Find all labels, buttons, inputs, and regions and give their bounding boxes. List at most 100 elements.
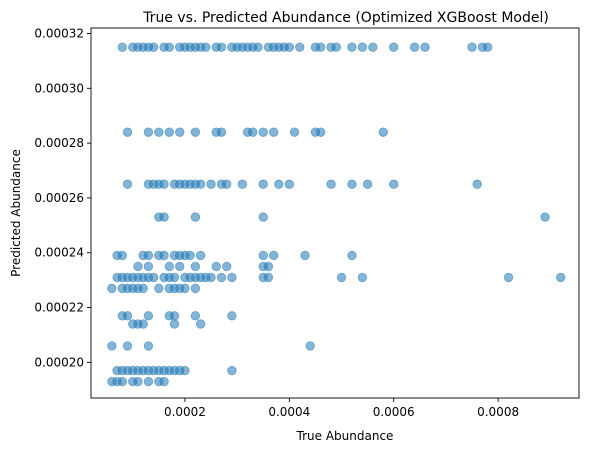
data-point [389, 42, 399, 52]
data-point [221, 179, 232, 189]
data-point [148, 272, 159, 283]
data-point [180, 365, 190, 376]
data-point [159, 212, 169, 222]
data-point [169, 311, 180, 321]
data-point [159, 179, 169, 189]
data-point [175, 261, 185, 272]
data-point [389, 179, 399, 189]
data-point [237, 179, 248, 189]
data-point [258, 250, 268, 261]
data-point [122, 341, 133, 351]
data-point [315, 42, 326, 52]
data-point [169, 272, 180, 283]
data-point [154, 127, 164, 137]
data-point [253, 42, 263, 52]
data-point [216, 42, 227, 52]
data-point [420, 42, 430, 52]
y-tick-label: 0.00022 [34, 301, 84, 315]
data-point [357, 272, 368, 283]
data-point [190, 283, 201, 294]
y-tick-label: 0.00030 [34, 81, 84, 95]
data-point [164, 261, 174, 272]
data-point [107, 341, 117, 351]
data-point [263, 272, 274, 283]
x-tick-label: 0.0006 [373, 405, 415, 419]
data-point [357, 42, 368, 52]
data-point [295, 42, 305, 52]
data-point [503, 272, 514, 283]
data-point [227, 272, 237, 283]
data-point [122, 311, 133, 321]
data-point [221, 261, 232, 272]
data-point [268, 127, 279, 137]
data-point [258, 212, 268, 222]
data-point [133, 261, 143, 272]
data-point [195, 250, 206, 261]
data-point [556, 272, 566, 283]
data-point [195, 319, 206, 329]
x-tick-label: 0.0008 [477, 405, 519, 419]
data-point [368, 42, 378, 52]
data-point [274, 179, 284, 189]
data-point [263, 261, 274, 272]
data-point [201, 42, 211, 52]
data-point [190, 261, 201, 272]
y-tick-label: 0.00020 [34, 355, 84, 369]
data-point [148, 42, 159, 52]
data-point [347, 179, 357, 189]
data-point [133, 376, 143, 387]
data-point [289, 127, 300, 137]
y-tick-label: 0.00026 [34, 191, 84, 205]
x-axis: 0.0002 0.0004 0.0006 0.0008 [164, 398, 519, 419]
data-point [185, 250, 195, 261]
chart-title: True vs. Predicted Abundance (Optimized … [142, 10, 549, 26]
y-tick-label: 0.00024 [34, 246, 84, 260]
y-tick-label: 0.00032 [34, 26, 84, 40]
data-point [216, 127, 227, 137]
data-point [227, 311, 237, 321]
data-point [216, 272, 227, 283]
data-point [190, 127, 201, 137]
data-point [326, 179, 336, 189]
plot-frame [90, 27, 580, 399]
data-point [258, 179, 268, 189]
data-point [206, 179, 216, 189]
points-layer [107, 42, 566, 387]
y-tick-label: 0.00028 [34, 136, 84, 150]
x-tick-label: 0.0002 [164, 405, 206, 419]
data-point [472, 179, 482, 189]
data-point [482, 42, 493, 52]
data-point [154, 283, 164, 294]
data-point [227, 365, 237, 376]
data-point [164, 42, 174, 52]
data-point [169, 319, 180, 329]
x-tick-label: 0.0004 [268, 405, 310, 419]
data-point [190, 212, 201, 222]
data-point [268, 250, 279, 261]
data-point [347, 42, 357, 52]
data-point [138, 283, 148, 294]
data-point [206, 272, 216, 283]
data-point [122, 127, 133, 137]
data-point [122, 179, 133, 189]
data-point [143, 376, 154, 387]
data-point [300, 250, 310, 261]
data-point [195, 179, 206, 189]
x-axis-label: True Abundance [296, 429, 394, 443]
y-axis: 0.00020 0.00022 0.00024 0.00026 0.00028 0.000… [34, 26, 91, 369]
data-point [409, 42, 420, 52]
data-point [315, 127, 326, 137]
data-point [336, 272, 347, 283]
data-point [258, 127, 268, 137]
data-point [143, 127, 154, 137]
data-point [467, 42, 477, 52]
data-point [143, 250, 154, 261]
data-point [117, 250, 128, 261]
data-point [331, 42, 342, 52]
data-point [190, 311, 201, 321]
data-point [305, 341, 315, 351]
data-point [143, 311, 154, 321]
data-point [347, 250, 357, 261]
data-point [143, 261, 154, 272]
